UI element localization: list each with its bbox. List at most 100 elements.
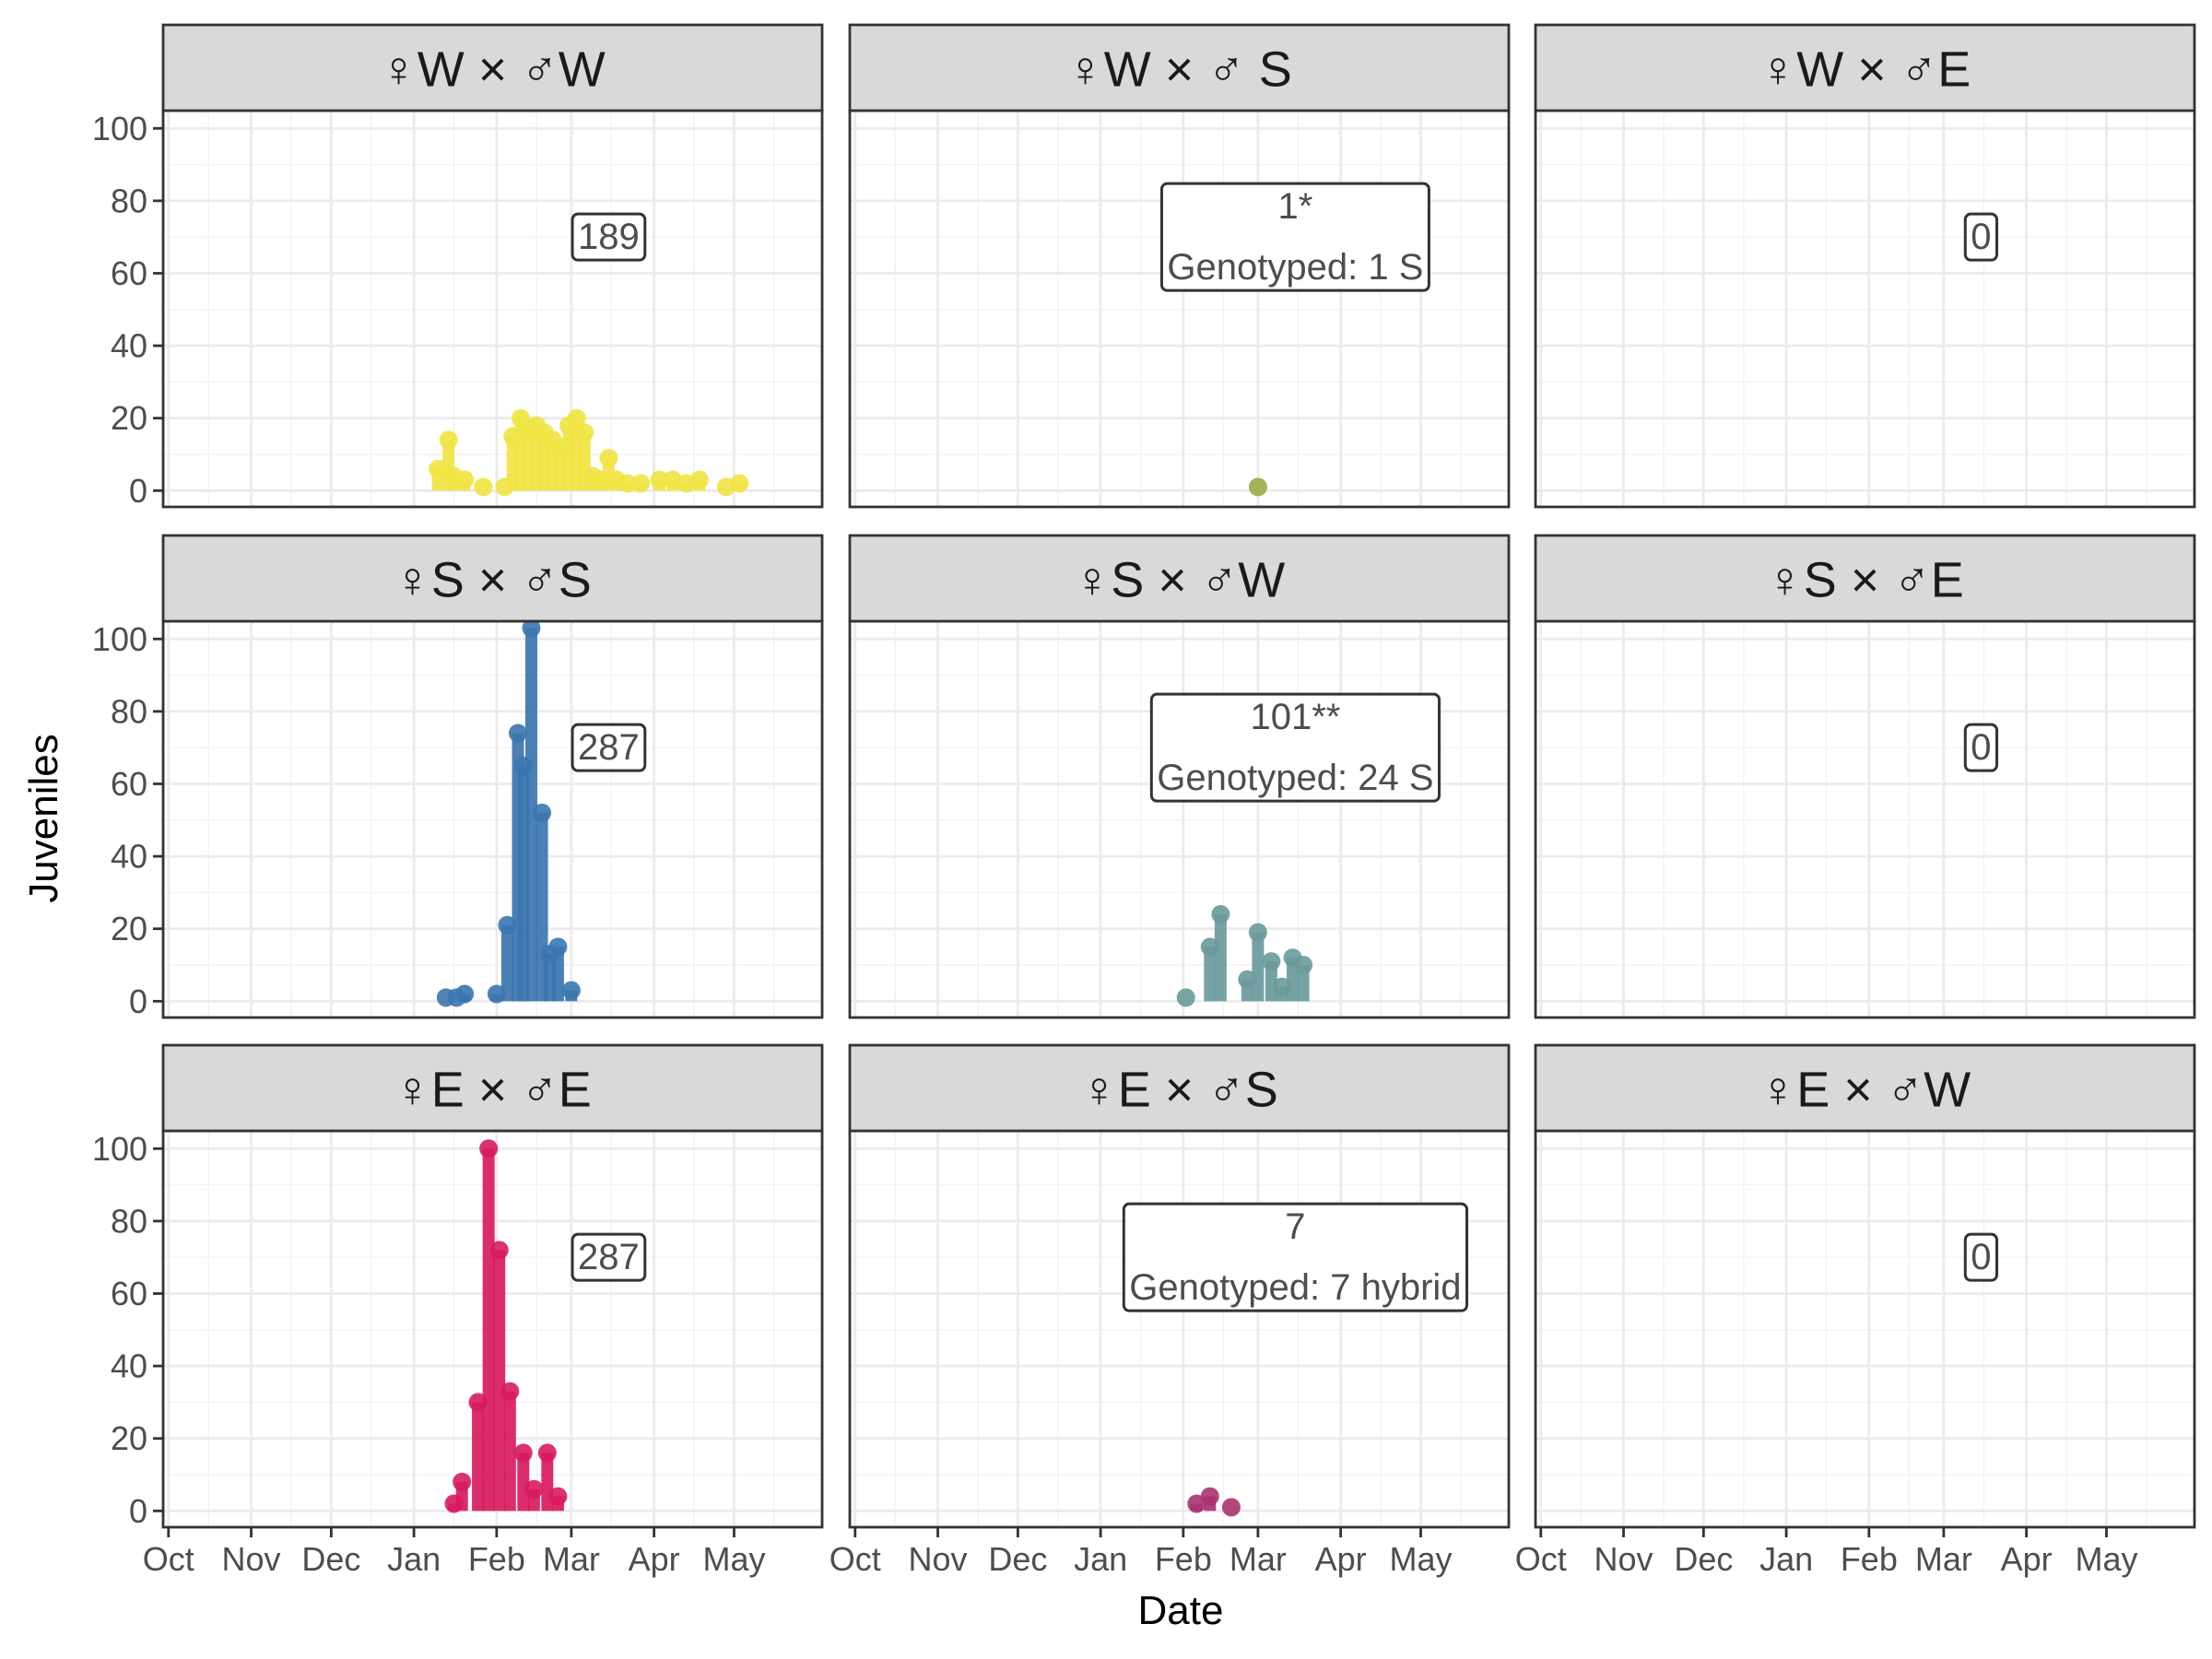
y-tick-label: 60 xyxy=(111,254,147,292)
annotation-box xyxy=(571,1232,647,1282)
panel-background xyxy=(850,111,1509,507)
facet-title: ♀S × ♂E xyxy=(1766,553,1964,608)
y-tick-label: 20 xyxy=(111,1419,147,1457)
panel-background xyxy=(163,111,822,507)
data-point xyxy=(453,1472,472,1491)
annotation-text: 1* xyxy=(1278,186,1313,227)
data-point xyxy=(1200,1487,1219,1506)
bar xyxy=(517,1453,530,1512)
data-point xyxy=(455,470,475,489)
data-point xyxy=(513,756,533,775)
facet-strip xyxy=(1534,23,2196,112)
bar xyxy=(503,1391,516,1512)
y-tick-label: 40 xyxy=(111,838,147,876)
facet-strip xyxy=(1534,1043,2196,1133)
data-point xyxy=(1272,977,1291,996)
data-point xyxy=(1238,970,1257,989)
annotation-box xyxy=(1149,692,1441,803)
bar xyxy=(1252,932,1265,1002)
facet-title: ♀S × ♂W xyxy=(1074,553,1286,608)
x-tick-label: Nov xyxy=(222,1540,281,1578)
panel-background xyxy=(850,1131,1509,1527)
x-tick-label: Mar xyxy=(543,1540,600,1578)
data-point xyxy=(513,1443,533,1463)
data-point xyxy=(1200,937,1219,957)
annotation-text: 189 xyxy=(578,217,640,257)
facet-panel: 7 Genotyped: 7 hybrid ♀E × ♂S Oct Nov Dec Jan F… xyxy=(830,1043,1511,1578)
facet-title: ♀W × ♂E xyxy=(1759,42,1971,98)
data-point xyxy=(1176,988,1195,1007)
annotation-box xyxy=(571,723,647,772)
facet-title: ♀E × ♂W xyxy=(1759,1063,1971,1118)
annotation-text: 101** xyxy=(1250,697,1340,737)
data-point xyxy=(439,430,458,450)
bar xyxy=(1297,965,1310,1002)
data-point xyxy=(548,1487,568,1506)
bar xyxy=(1204,947,1217,1002)
bar xyxy=(493,1250,506,1512)
facet-panel: 0 ♀S × ♂E xyxy=(1534,534,2196,1019)
annotation-box xyxy=(1159,182,1430,292)
x-tick-label: May xyxy=(1389,1540,1452,1578)
bar xyxy=(482,1148,495,1512)
data-point xyxy=(1248,923,1267,942)
panel-background xyxy=(850,621,1509,1018)
facet-panel: 0 ♀E × ♂W Oct Nov Dec Jan Feb Mar Apr May xyxy=(1515,1043,2196,1578)
data-point xyxy=(487,984,506,1004)
y-tick-label: 100 xyxy=(92,1130,147,1168)
data-point xyxy=(524,1479,544,1499)
annotation-text: 287 xyxy=(578,727,640,768)
y-tick-label: 100 xyxy=(92,110,147,147)
annotation-box xyxy=(1122,1202,1469,1312)
y-tick-label: 60 xyxy=(111,1275,147,1312)
data-point xyxy=(509,724,527,743)
annotation-text: 0 xyxy=(1971,217,1991,257)
facet-title: ♀S × ♂S xyxy=(394,553,592,608)
annotation-label: 0 xyxy=(1963,212,1999,262)
annotation-label: 7 Genotyped: 7 hybrid xyxy=(1122,1202,1469,1312)
x-tick-label: Nov xyxy=(909,1540,968,1578)
y-tick-label: 0 xyxy=(129,1492,147,1530)
data-point xyxy=(561,981,581,1000)
data-point xyxy=(503,427,523,446)
annotation-label: 1* Genotyped: 1 S xyxy=(1159,182,1430,292)
y-tick-label: 0 xyxy=(129,982,147,1020)
facet-title: ♀W × ♂W xyxy=(380,42,606,98)
facet-panel: 101** Genotyped: 24 S ♀S × ♂W xyxy=(848,534,1511,1019)
data-point xyxy=(444,1494,464,1513)
facet-panel: 189 ♀W × ♂W 0 20 40 60 80 100 xyxy=(92,23,824,510)
facet-title: ♀E × ♂S xyxy=(1080,1063,1278,1118)
y-tick-label: 80 xyxy=(111,1202,147,1240)
y-tick-label: 20 xyxy=(111,910,147,947)
data-point xyxy=(567,408,586,428)
y-tick-label: 40 xyxy=(111,1347,147,1385)
annotation-label: 101** Genotyped: 24 S xyxy=(1149,692,1441,803)
x-tick-label: Jan xyxy=(1759,1540,1813,1578)
data-point xyxy=(548,937,568,957)
annotation-label: 287 xyxy=(571,1232,647,1282)
annotation-label: 0 xyxy=(1963,723,1999,772)
data-point xyxy=(575,423,594,442)
y-axis-title: Juveniles xyxy=(21,734,66,902)
x-tick-label: Feb xyxy=(1841,1540,1898,1578)
x-tick-label: Oct xyxy=(143,1540,194,1578)
data-point xyxy=(631,474,651,493)
data-point xyxy=(455,984,475,1004)
y-tick-label: 60 xyxy=(111,765,147,803)
annotation-text: Genotyped: 1 S xyxy=(1167,247,1423,288)
annotation-text: Genotyped: 24 S xyxy=(1157,758,1433,798)
x-tick-label: May xyxy=(2075,1540,2137,1578)
annotation-box xyxy=(1963,212,1999,262)
data-point xyxy=(522,618,541,638)
x-tick-label: Dec xyxy=(1674,1540,1733,1578)
panel-background xyxy=(1535,1131,2194,1527)
data-point xyxy=(495,477,514,497)
bar xyxy=(524,628,537,1002)
data-point xyxy=(500,1382,520,1401)
y-tick-label: 20 xyxy=(111,399,147,437)
data-point xyxy=(498,915,517,935)
bar xyxy=(472,1402,485,1512)
facet-strip xyxy=(848,1043,1511,1133)
data-point xyxy=(533,803,552,822)
